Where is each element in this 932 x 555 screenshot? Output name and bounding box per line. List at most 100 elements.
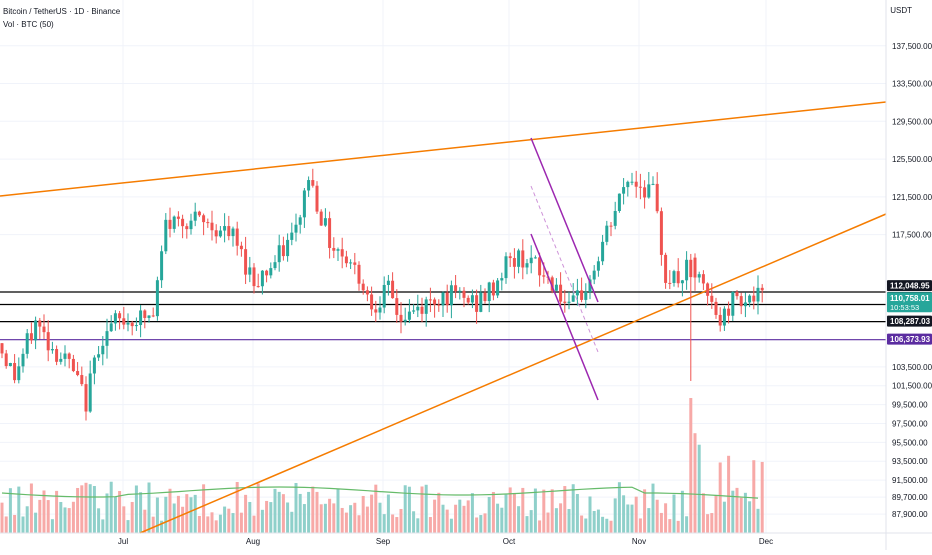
candle-body xyxy=(214,230,218,237)
volume-bar xyxy=(0,502,4,533)
candle-body xyxy=(311,180,315,186)
volume-bar xyxy=(143,509,147,533)
volume-bar xyxy=(584,518,588,533)
volume-bar xyxy=(181,506,185,533)
time-tick-label: Aug xyxy=(246,537,260,546)
candle-body xyxy=(462,290,466,298)
volume-bar xyxy=(735,487,739,533)
candle-body xyxy=(88,373,92,412)
candle-body xyxy=(584,291,588,300)
candle-body xyxy=(248,267,252,275)
candle-body xyxy=(697,274,701,278)
candle-body xyxy=(491,282,495,296)
volume-bar xyxy=(134,485,138,533)
volume-bar xyxy=(739,497,743,533)
volume-bar xyxy=(29,483,33,533)
candle-body xyxy=(319,211,323,226)
candle-body xyxy=(29,333,33,341)
volume-bar xyxy=(239,512,243,533)
candle-body xyxy=(235,228,239,246)
candle-body xyxy=(210,222,214,231)
candle-body xyxy=(164,219,168,252)
candle-body xyxy=(122,318,126,325)
candle-body xyxy=(407,311,411,320)
volume-bar xyxy=(378,502,382,533)
candle-body xyxy=(743,302,747,307)
volume-bar xyxy=(521,487,525,533)
candle-body xyxy=(340,249,344,257)
volume-bar xyxy=(403,485,407,533)
currency-label[interactable]: USDT xyxy=(890,6,912,15)
volume-bar xyxy=(479,515,483,533)
volume-bar xyxy=(218,514,222,533)
volume-bar xyxy=(542,489,546,533)
candle-body xyxy=(59,358,63,362)
symbol-title[interactable]: Bitcoin / TetherUS · 1D · Binance xyxy=(3,7,121,16)
candle-body xyxy=(353,262,357,265)
volume-bar xyxy=(634,496,638,533)
volume-bar xyxy=(105,493,109,533)
volume-bar xyxy=(50,519,54,533)
volume-bar xyxy=(412,511,416,533)
volume-bar xyxy=(554,508,558,533)
volume-bar xyxy=(630,504,634,533)
candle-body xyxy=(50,349,54,351)
volume-bar xyxy=(67,508,71,533)
candle-body xyxy=(143,310,147,318)
volume-bar xyxy=(743,492,747,533)
candle-body xyxy=(302,190,306,218)
volume-bar xyxy=(55,490,59,533)
volume-bar xyxy=(710,513,714,533)
candle-body xyxy=(38,320,42,327)
volume-bar xyxy=(550,489,554,533)
candle-body xyxy=(466,297,470,303)
volume-bar xyxy=(374,484,378,533)
price-badge xyxy=(887,333,932,345)
candle-body xyxy=(668,282,672,284)
volume-bar xyxy=(496,503,500,533)
volume-bar xyxy=(277,491,281,533)
volume-bar xyxy=(752,460,756,533)
volume-bar xyxy=(231,513,235,533)
price-tick-label: 101,500.00 xyxy=(892,382,932,391)
volume-bar xyxy=(588,496,592,533)
volume-bar xyxy=(223,506,227,533)
volume-indicator-label[interactable]: Vol · BTC (50) xyxy=(3,20,54,29)
price-tick-label: 117,500.00 xyxy=(892,231,932,240)
candle-body xyxy=(718,314,722,326)
volume-bar xyxy=(210,512,214,533)
candle-body xyxy=(168,219,172,229)
volume-bar xyxy=(428,517,432,533)
volume-bar xyxy=(483,513,487,533)
candle-body xyxy=(617,193,621,211)
candle-body xyxy=(13,362,17,381)
volume-bar xyxy=(315,491,319,533)
candle-body xyxy=(454,285,458,292)
candle-body xyxy=(403,319,407,322)
candle-body xyxy=(722,308,726,326)
candle-body xyxy=(659,211,663,255)
volume-bar xyxy=(760,461,764,533)
candle-body xyxy=(155,280,159,317)
candle-body xyxy=(357,264,361,284)
candle-body xyxy=(185,226,189,230)
volume-bar xyxy=(559,503,563,533)
volume-bar xyxy=(357,515,361,533)
candle-body xyxy=(706,283,710,296)
volume-bar xyxy=(168,488,172,533)
candle-body xyxy=(118,313,122,319)
volume-bar xyxy=(252,515,256,533)
candle-body xyxy=(412,310,416,312)
price-tick-label: 93,500.00 xyxy=(892,457,928,466)
candle-body xyxy=(113,313,117,324)
candle-body xyxy=(571,295,575,302)
candle-body xyxy=(601,241,605,262)
candle-body xyxy=(382,284,386,308)
volume-bar xyxy=(97,508,101,533)
price-tick-label: 95,500.00 xyxy=(892,438,928,447)
volume-bar xyxy=(34,512,38,533)
volume-bar xyxy=(189,497,193,533)
candle-body xyxy=(449,285,453,306)
